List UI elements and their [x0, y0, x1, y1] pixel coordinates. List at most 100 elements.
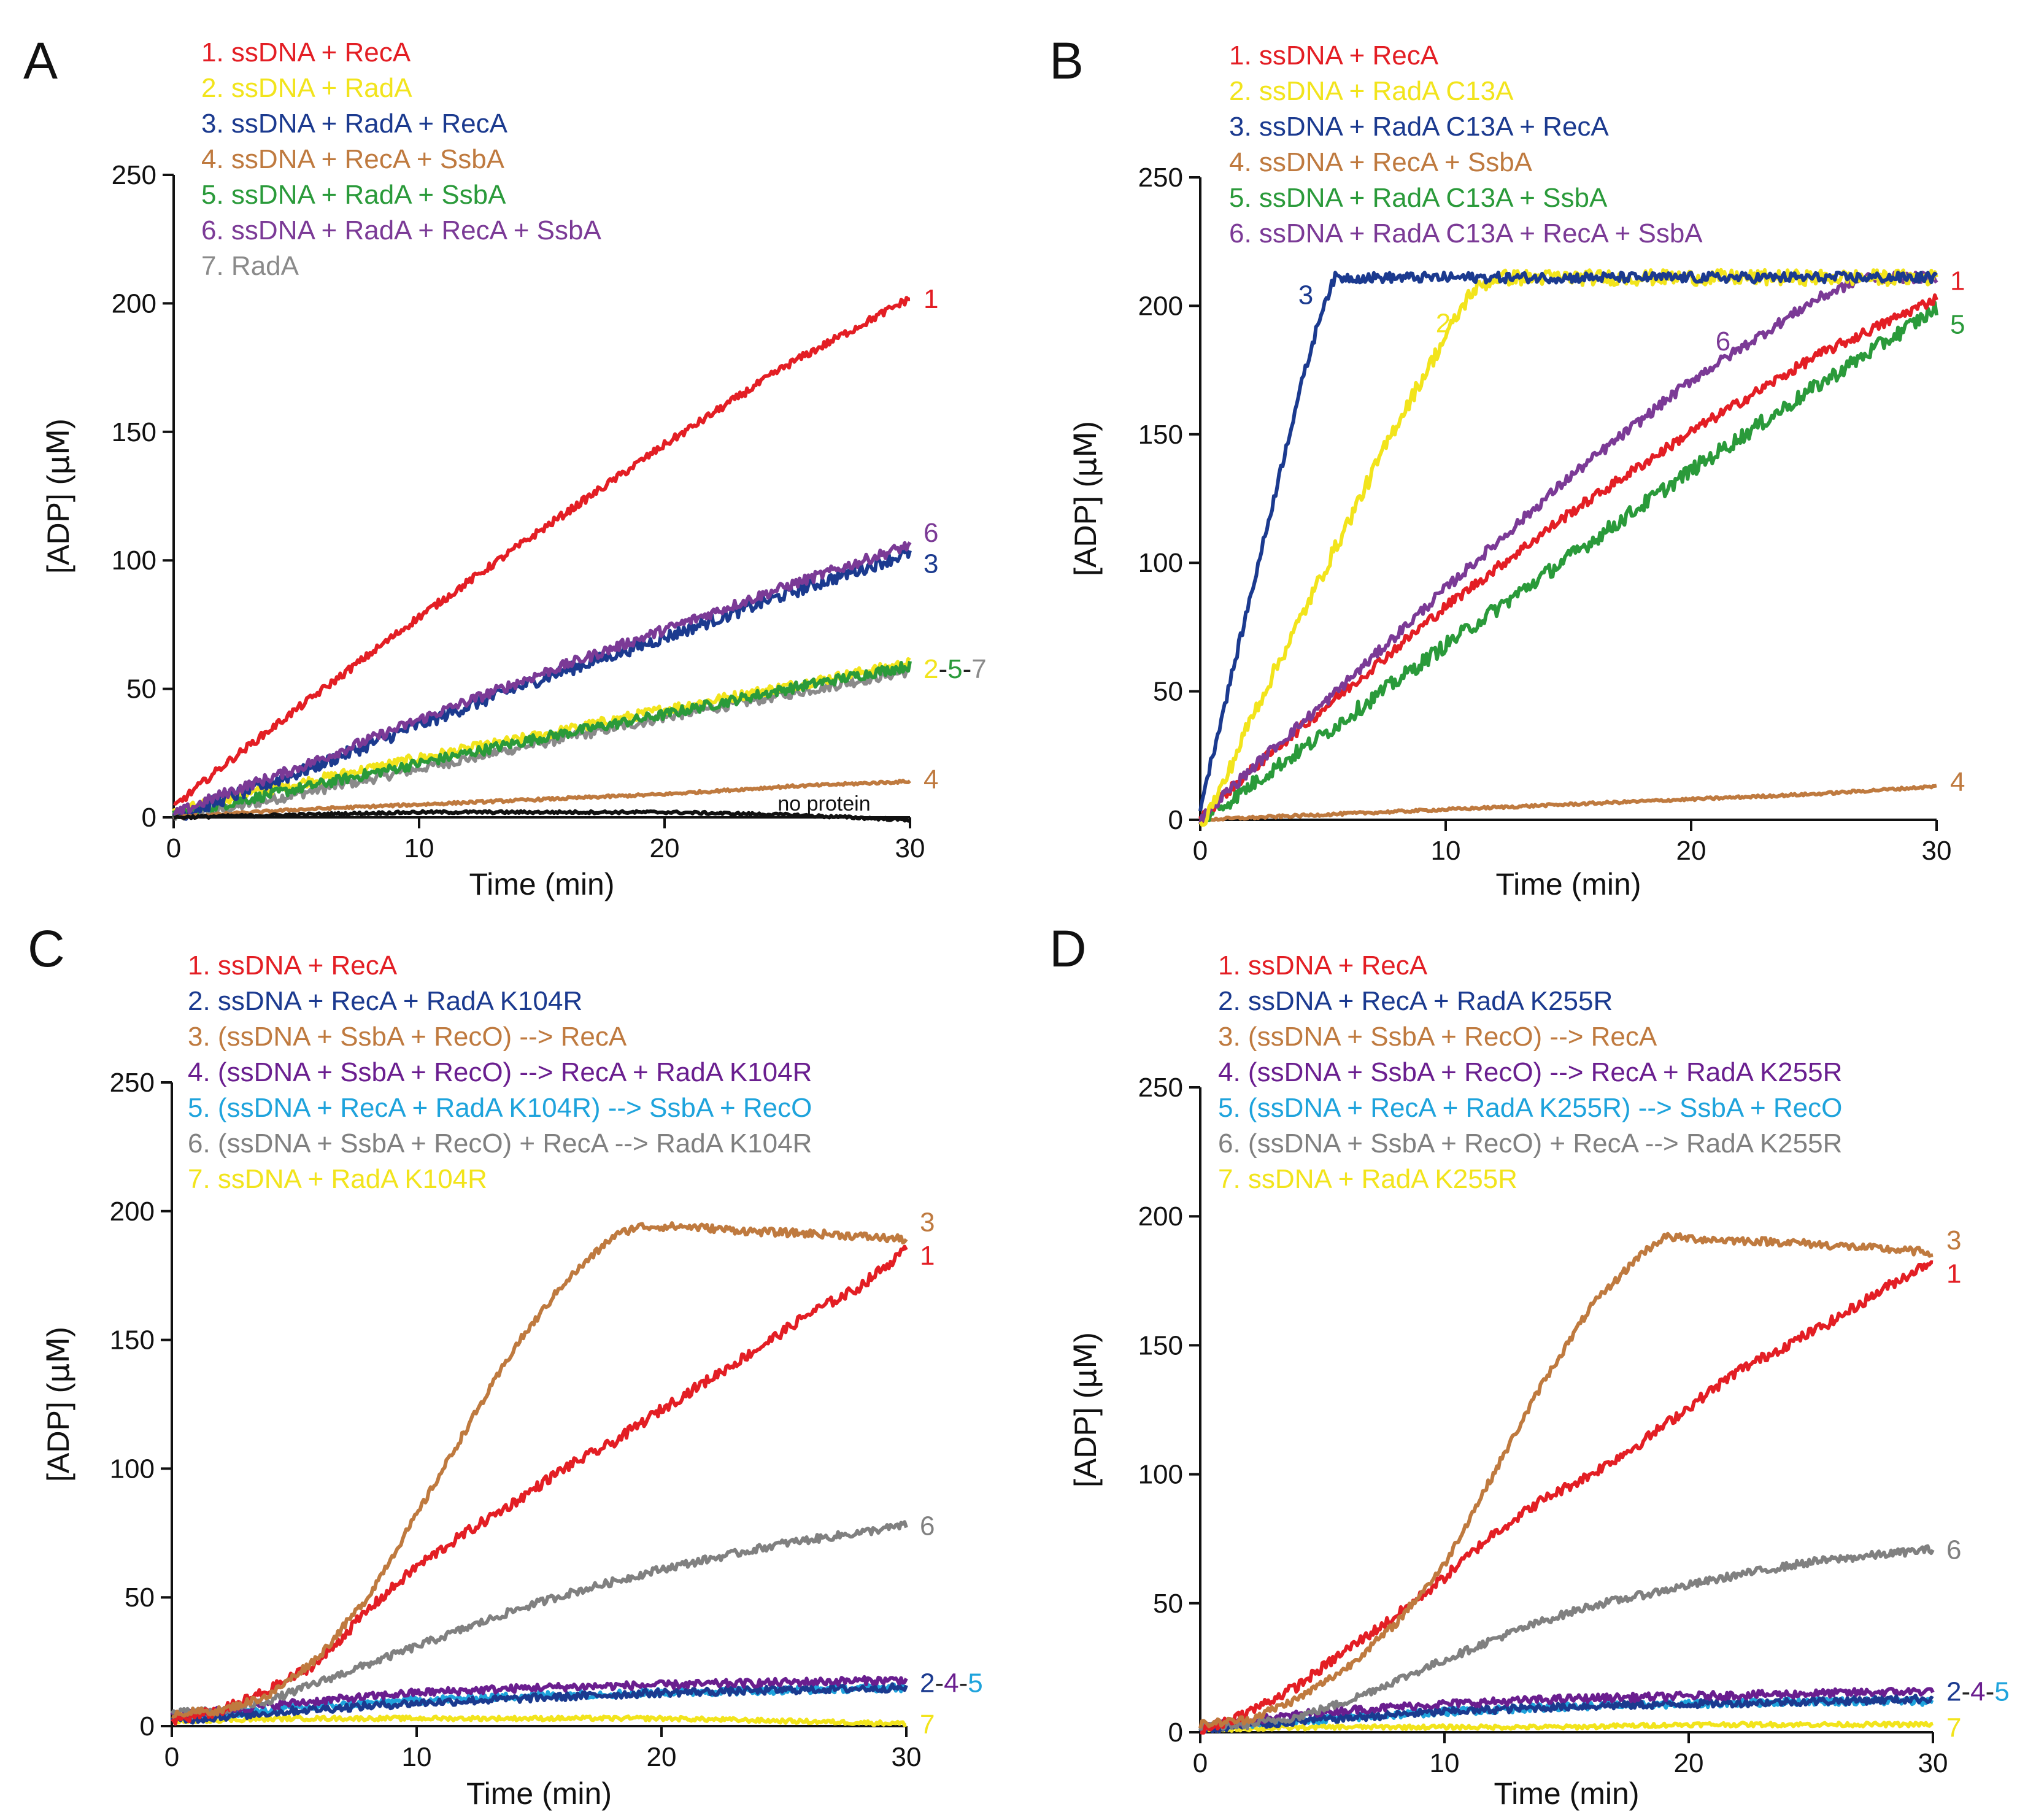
y-tick-label: 150 — [1138, 420, 1183, 450]
panel-C: C 1. ssDNA + RecA 2. ssDNA + RecA + RadA K… — [28, 920, 983, 1811]
annotation: 6 — [1716, 326, 1730, 357]
x-tick-label: 10 — [1431, 836, 1461, 866]
y-tick-label: 250 — [112, 160, 156, 190]
end-label: 6 — [924, 518, 938, 548]
panel-letter: A — [23, 32, 58, 90]
panel-A: A 1. ssDNA + RecA 2. ssDNA + RadA 3. ssDNA … — [23, 32, 987, 901]
series-line — [172, 661, 912, 819]
legend-entry: 6. (ssDNA + SsbA + RecO) + RecA --> RadA… — [188, 1128, 812, 1159]
legend-entry: 6. (ssDNA + SsbA + RecO) + RecA --> RadA… — [1218, 1128, 1842, 1159]
legend-entry: 3. ssDNA + RadA + RecA — [201, 109, 508, 139]
legend-entry: 3. (ssDNA + SsbA + RecO) --> RecA — [188, 1022, 627, 1052]
legend-entry: 6. ssDNA + RadA + RecA + SsbA — [201, 215, 601, 245]
end-label: 4 — [924, 765, 938, 795]
panel-letter: C — [28, 920, 65, 977]
y-tick-label: 150 — [1138, 1330, 1183, 1360]
panel-D: D 1. ssDNA + RecA 2. ssDNA + RecA + RadA K… — [1049, 920, 2010, 1811]
series-line — [173, 809, 911, 823]
legend-entry: 2. ssDNA + RecA + RadA K255R — [1218, 986, 1613, 1016]
series-line — [1198, 1694, 1934, 1734]
x-tick-label: 0 — [1193, 836, 1208, 866]
y-tick-label: 250 — [110, 1068, 155, 1098]
series-line — [1199, 301, 1938, 826]
end-label: 5 — [1950, 310, 1965, 340]
legend-entry: 4. (ssDNA + SsbA + RecO) --> RecA + RadA… — [1218, 1057, 1842, 1087]
series-line — [170, 1675, 908, 1720]
x-tick-label: 30 — [1922, 836, 1952, 866]
annotation: 3 — [1298, 280, 1313, 310]
annotation: no protein — [777, 792, 870, 816]
end-label: 4 — [1950, 767, 1965, 797]
series-line — [1198, 293, 1938, 825]
y-tick-label: 0 — [140, 1711, 155, 1741]
y-tick-label: 200 — [110, 1197, 155, 1227]
y-tick-label: 50 — [1153, 1589, 1183, 1619]
x-tick-label: 20 — [647, 1742, 677, 1772]
series-line — [170, 1682, 908, 1725]
x-tick-label: 10 — [402, 1742, 432, 1772]
legend-entry: 6. ssDNA + RadA C13A + RecA + SsbA — [1229, 218, 1703, 249]
end-label: 3 — [1946, 1225, 1961, 1255]
x-tick-label: 0 — [1193, 1748, 1208, 1778]
legend-entry: 4. ssDNA + RecA + SsbA — [201, 144, 505, 174]
series-line — [1198, 271, 1938, 812]
y-tick-label: 250 — [1138, 163, 1183, 193]
end-label: 6 — [920, 1511, 935, 1541]
x-axis-label: Time (min) — [466, 1776, 612, 1811]
annotation: 2 — [1436, 309, 1451, 339]
series-line — [1198, 271, 1938, 825]
y-tick-label: 200 — [1138, 1201, 1183, 1232]
legend-entry: 2. ssDNA + RecA + RadA K104R — [188, 986, 582, 1016]
series-line — [171, 1714, 907, 1727]
y-tick-label: 100 — [1138, 1460, 1183, 1490]
legend-entry: 5. (ssDNA + RecA + RadA K255R) --> SsbA … — [1218, 1093, 1842, 1123]
legend-entry: 7. RadA — [201, 251, 299, 281]
series-line — [171, 1221, 908, 1719]
x-tick-label: 0 — [164, 1742, 179, 1772]
y-tick-label: 50 — [126, 674, 156, 704]
end-label: 6 — [1946, 1535, 1961, 1565]
x-axis-label: Time (min) — [1494, 1776, 1639, 1811]
y-tick-label: 150 — [112, 417, 156, 447]
x-tick-label: 30 — [1918, 1748, 1948, 1778]
series-line — [172, 541, 912, 816]
series-line — [170, 1520, 908, 1718]
end-label: 3 — [924, 549, 938, 579]
end-label: 1 — [924, 284, 938, 314]
y-tick-label: 0 — [142, 803, 156, 833]
legend-entry: 1. ssDNA + RecA — [1229, 40, 1439, 71]
y-axis-label: [ADP] (µM) — [1068, 421, 1103, 576]
end-label: 7 — [1946, 1713, 1961, 1743]
legend-entry: 4. (ssDNA + SsbA + RecO) --> RecA + RadA… — [188, 1057, 812, 1087]
panel-letter: D — [1049, 920, 1087, 977]
legend-entry: 3. (ssDNA + SsbA + RecO) --> RecA — [1218, 1022, 1657, 1052]
end-label: 1 — [920, 1241, 935, 1271]
y-tick-label: 0 — [1168, 1718, 1183, 1748]
series-line — [173, 296, 911, 806]
end-label: 2-4-5 — [920, 1668, 983, 1699]
y-axis-label: [ADP] (µM) — [1068, 1332, 1103, 1487]
end-label: 3 — [920, 1208, 935, 1238]
x-axis-label: Time (min) — [469, 867, 614, 901]
y-tick-label: 100 — [1138, 548, 1183, 578]
legend-entry: 7. ssDNA + RadA K104R — [188, 1164, 487, 1194]
y-tick-label: 150 — [110, 1325, 155, 1355]
y-tick-label: 200 — [1138, 291, 1183, 321]
series-line — [1200, 1260, 1934, 1735]
legend-entry: 1. ssDNA + RecA — [1218, 950, 1428, 981]
y-tick-label: 50 — [1153, 677, 1183, 707]
panel-letter: B — [1049, 32, 1084, 90]
legend-entry: 3. ssDNA + RadA C13A + RecA — [1229, 112, 1609, 142]
y-tick-label: 200 — [112, 288, 156, 318]
y-tick-label: 100 — [112, 546, 156, 576]
x-tick-label: 10 — [1430, 1748, 1460, 1778]
y-tick-label: 0 — [1168, 805, 1183, 835]
series-line — [1198, 1232, 1934, 1729]
legend-entry: 7. ssDNA + RadA K255R — [1218, 1164, 1517, 1194]
y-tick-label: 100 — [110, 1454, 155, 1484]
series-line — [173, 779, 911, 820]
x-tick-label: 20 — [1674, 1748, 1704, 1778]
x-tick-label: 30 — [892, 1742, 922, 1772]
legend-entry: 5. ssDNA + RadA + SsbA — [201, 180, 506, 210]
